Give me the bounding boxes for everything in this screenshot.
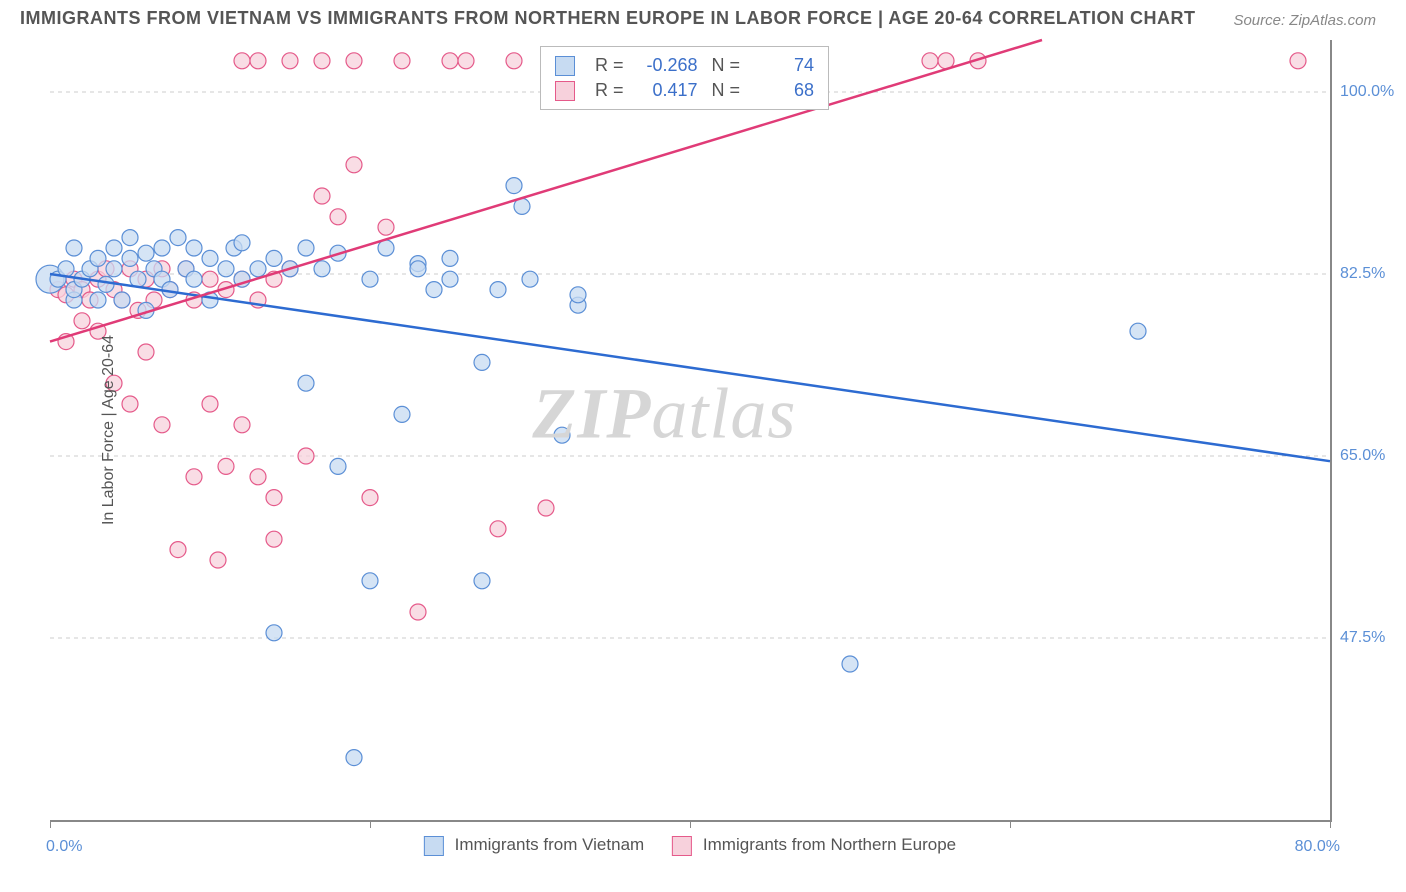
x-min-label: 0.0% [46,838,82,856]
chart-svg [50,40,1330,820]
x-tick-mark [690,820,691,828]
y-tick-label: 65.0% [1340,447,1400,465]
x-max-label: 80.0% [1295,838,1340,856]
legend-label-neurope: Immigrants from Northern Europe [703,835,956,854]
x-tick-mark [1010,820,1011,828]
stat-r-label: R = [595,80,624,101]
legend: Immigrants from Vietnam Immigrants from … [424,835,956,856]
stat-n-vietnam: 74 [754,55,814,76]
stat-swatch-neurope [555,81,575,101]
x-tick-mark [50,820,51,828]
x-tick-mark [1330,820,1331,828]
stat-swatch-vietnam [555,56,575,76]
y-tick-label: 100.0% [1340,83,1400,101]
stat-n-label: N = [712,80,741,101]
y-axis-label: In Labor Force | Age 20-64 [100,335,118,525]
chart-title: IMMIGRANTS FROM VIETNAM VS IMMIGRANTS FR… [20,8,1196,29]
stat-r-vietnam: -0.268 [638,55,698,76]
stat-r-label: R = [595,55,624,76]
stat-r-neurope: 0.417 [638,80,698,101]
legend-label-vietnam: Immigrants from Vietnam [455,835,645,854]
legend-swatch-vietnam [424,836,444,856]
stat-n-label: N = [712,55,741,76]
plot-area: ZIPatlas R = -0.268 N = 74 R = 0.417 N =… [50,40,1332,822]
stat-n-neurope: 68 [754,80,814,101]
y-tick-label: 82.5% [1340,265,1400,283]
legend-item-neurope: Immigrants from Northern Europe [672,835,956,856]
legend-swatch-neurope [672,836,692,856]
correlation-stats-box: R = -0.268 N = 74 R = 0.417 N = 68 [540,46,829,110]
x-tick-mark [370,820,371,828]
y-tick-label: 47.5% [1340,629,1400,647]
source-label: Source: ZipAtlas.com [1233,12,1376,29]
legend-item-vietnam: Immigrants from Vietnam [424,835,644,856]
